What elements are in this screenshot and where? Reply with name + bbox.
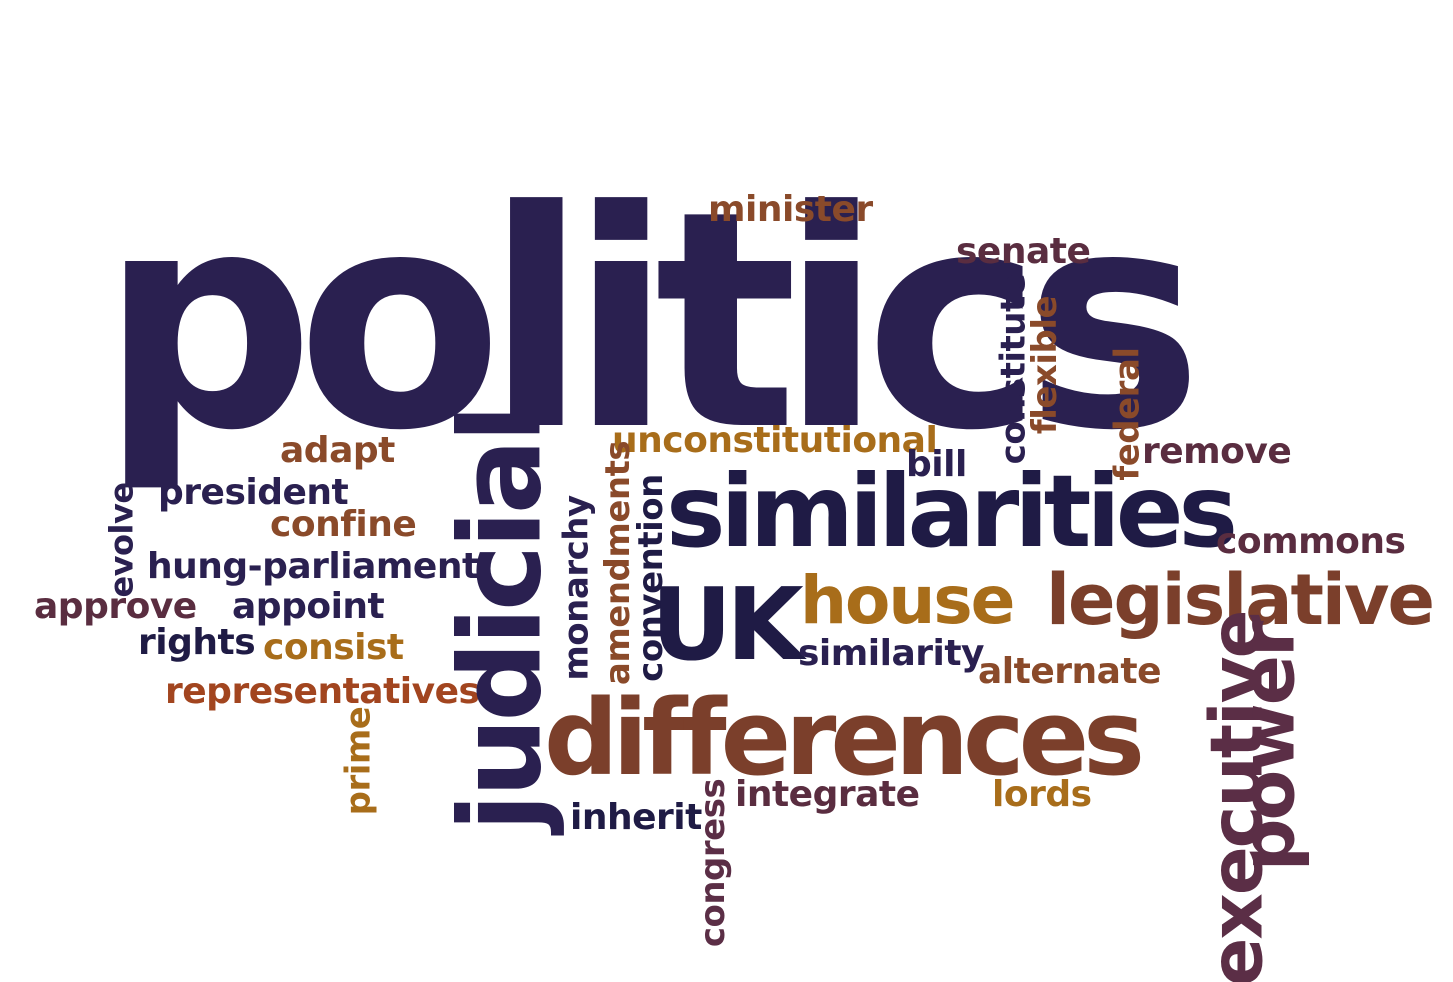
word-legislative: legislative — [1046, 559, 1435, 641]
word-similarity: similarity — [798, 633, 985, 674]
word-consist: consist — [263, 627, 404, 668]
word-commons: commons — [1216, 521, 1406, 562]
word-evolve: evolve — [102, 482, 141, 598]
word-prime: prime — [338, 706, 379, 816]
word-monarchy: monarchy — [556, 495, 597, 681]
word-minister: minister — [708, 189, 873, 230]
word-similarities: similarities — [666, 453, 1238, 570]
word-representatives: representatives — [165, 671, 480, 712]
word-rights: rights — [138, 622, 256, 663]
word-adapt: adapt — [280, 430, 395, 471]
word-judicial: judicial — [436, 408, 567, 832]
word-unconstitutional: unconstitutional — [612, 420, 938, 461]
word-president: president — [158, 472, 349, 513]
word-bill: bill — [906, 444, 967, 485]
word-approve: approve — [34, 586, 197, 627]
word-house: house — [800, 562, 1015, 639]
word-remove: remove — [1142, 431, 1292, 472]
word-lords: lords — [992, 774, 1092, 815]
word-appoint: appoint — [232, 586, 385, 627]
word-flexible: flexible — [1025, 295, 1066, 435]
word-power: power — [1225, 622, 1312, 872]
word-hung-parliament: hung-parliament — [147, 546, 479, 587]
word-politics: politics — [100, 147, 1203, 496]
word-congress: congress — [693, 778, 734, 948]
word-uk: UK — [651, 566, 804, 683]
word-alternate: alternate — [978, 651, 1162, 692]
word-integrate: integrate — [735, 774, 920, 815]
word-differences: differences — [544, 677, 1145, 799]
word-confine: confine — [270, 504, 417, 545]
word-senate: senate — [956, 231, 1091, 272]
word-inherit: inherit — [570, 797, 702, 838]
